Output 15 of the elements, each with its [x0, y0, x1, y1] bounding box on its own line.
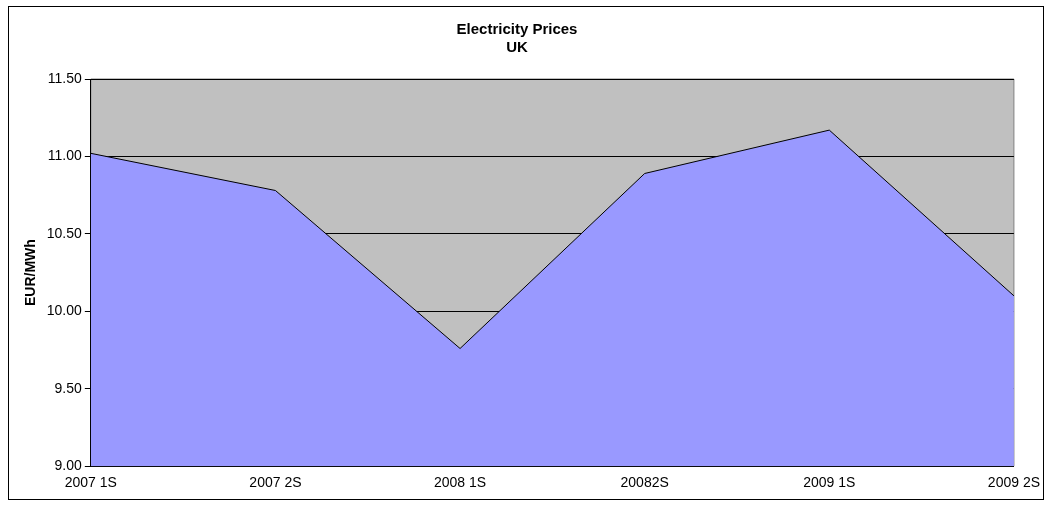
- y-tick-label: 11.00: [47, 147, 83, 164]
- x-tick-label: 2007 2S: [249, 474, 302, 491]
- x-tick-label: 2008 1S: [433, 474, 487, 491]
- y-tick-label: 10.00: [46, 302, 83, 319]
- y-tick-label: 10.50: [46, 224, 83, 241]
- chart-subtitle: UK: [506, 38, 528, 56]
- x-tick-label: 20082S: [620, 474, 669, 491]
- y-tick-label: 9.00: [54, 457, 83, 474]
- y-tick-label: 11.50: [47, 69, 83, 86]
- y-axis-title: EUR/MWh: [22, 239, 39, 307]
- y-tick-label: 9.50: [54, 379, 83, 396]
- x-tick-label: 2007 1S: [64, 474, 117, 491]
- x-tick-label: 2009 1S: [803, 474, 856, 491]
- chart-title: Electricity Prices: [456, 20, 578, 38]
- x-tick-label: 2009 2S: [987, 474, 1041, 491]
